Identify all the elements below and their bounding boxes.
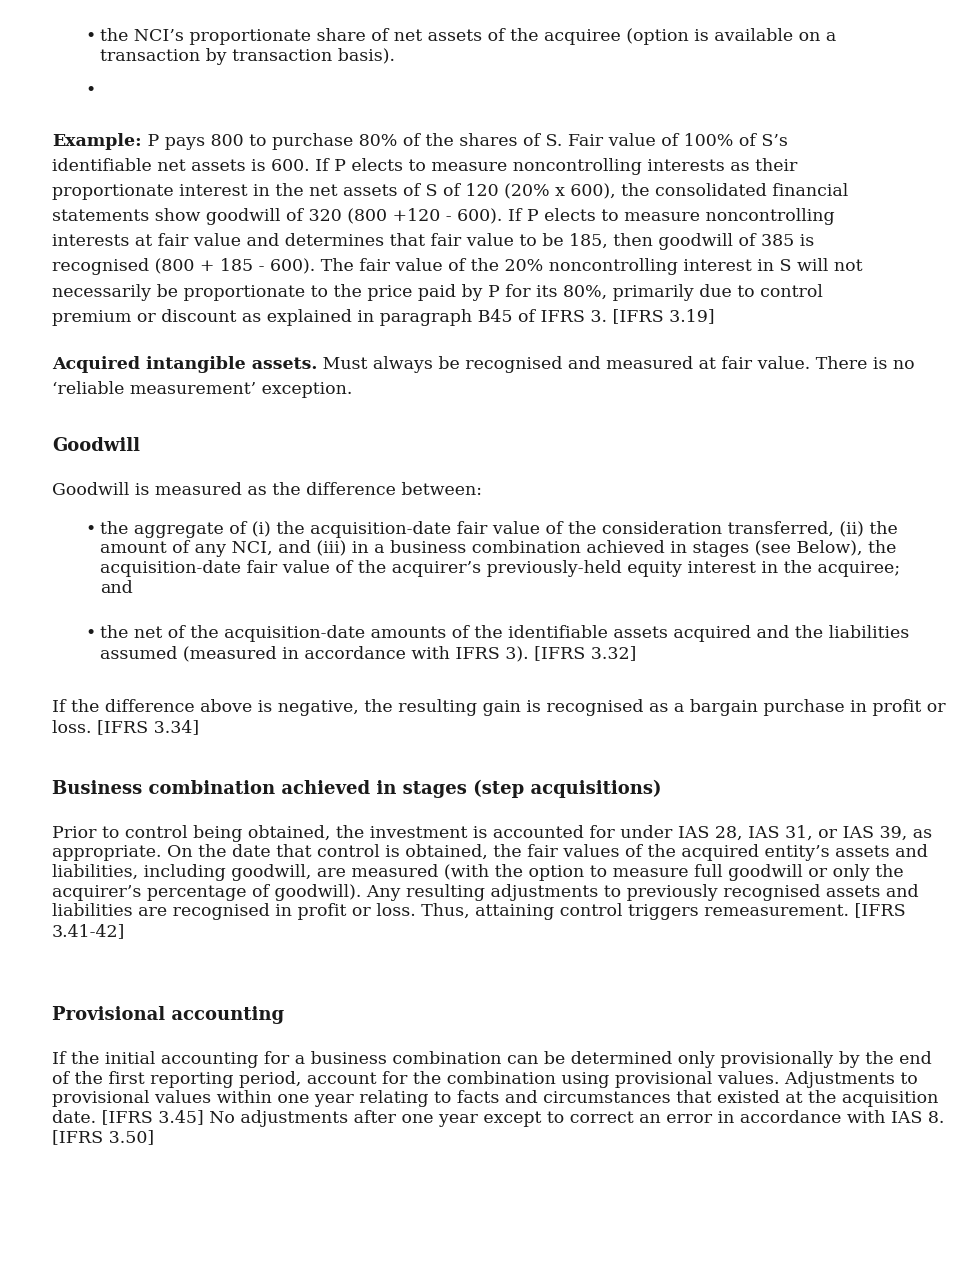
Text: ‘reliable measurement’ exception.: ‘reliable measurement’ exception.: [52, 382, 352, 398]
Text: Acquired intangible assets.: Acquired intangible assets.: [52, 356, 318, 373]
Text: identifiable net assets is 600. If P elects to measure noncontrolling interests : identifiable net assets is 600. If P ele…: [52, 158, 798, 174]
Text: the aggregate of (i) the acquisition-date fair value of the consideration transf: the aggregate of (i) the acquisition-dat…: [100, 520, 900, 597]
Text: Prior to control being obtained, the investment is accounted for under IAS 28, I: Prior to control being obtained, the inv…: [52, 825, 932, 940]
Text: Example:: Example:: [52, 132, 142, 150]
Text: Must always be recognised and measured at fair value. There is no: Must always be recognised and measured a…: [318, 356, 915, 373]
Text: interests at fair value and determines that fair value to be 185, then goodwill : interests at fair value and determines t…: [52, 233, 814, 250]
Text: •: •: [85, 625, 95, 642]
Text: Goodwill is measured as the difference between:: Goodwill is measured as the difference b…: [52, 482, 482, 498]
Text: statements show goodwill of 320 (800 +120 - 600). If P elects to measure noncont: statements show goodwill of 320 (800 +12…: [52, 208, 834, 225]
Text: proportionate interest in the net assets of S of 120 (20% x 600), the consolidat: proportionate interest in the net assets…: [52, 183, 849, 200]
Text: Goodwill: Goodwill: [52, 437, 140, 455]
Text: the NCI’s proportionate share of net assets of the acquiree (option is available: the NCI’s proportionate share of net ass…: [100, 28, 836, 64]
Text: If the difference above is negative, the resulting gain is recognised as a barga: If the difference above is negative, the…: [52, 699, 946, 735]
Text: the net of the acquisition-date amounts of the identifiable assets acquired and : the net of the acquisition-date amounts …: [100, 625, 909, 662]
Text: •: •: [85, 82, 95, 100]
Text: •: •: [85, 520, 95, 538]
Text: •: •: [85, 28, 95, 45]
Text: recognised (800 + 185 - 600). The fair value of the 20% noncontrolling interest : recognised (800 + 185 - 600). The fair v…: [52, 259, 862, 275]
Text: Business combination achieved in stages (step acquisitions): Business combination achieved in stages …: [52, 780, 661, 798]
Text: If the initial accounting for a business combination can be determined only prov: If the initial accounting for a business…: [52, 1050, 945, 1146]
Text: necessarily be proportionate to the price paid by P for its 80%, primarily due t: necessarily be proportionate to the pric…: [52, 283, 823, 301]
Text: Provisional accounting: Provisional accounting: [52, 1007, 284, 1025]
Text: P pays 800 to purchase 80% of the shares of S. Fair value of 100% of S’s: P pays 800 to purchase 80% of the shares…: [142, 132, 787, 150]
Text: premium or discount as explained in paragraph B45 of IFRS 3. [IFRS 3.19]: premium or discount as explained in para…: [52, 309, 714, 325]
